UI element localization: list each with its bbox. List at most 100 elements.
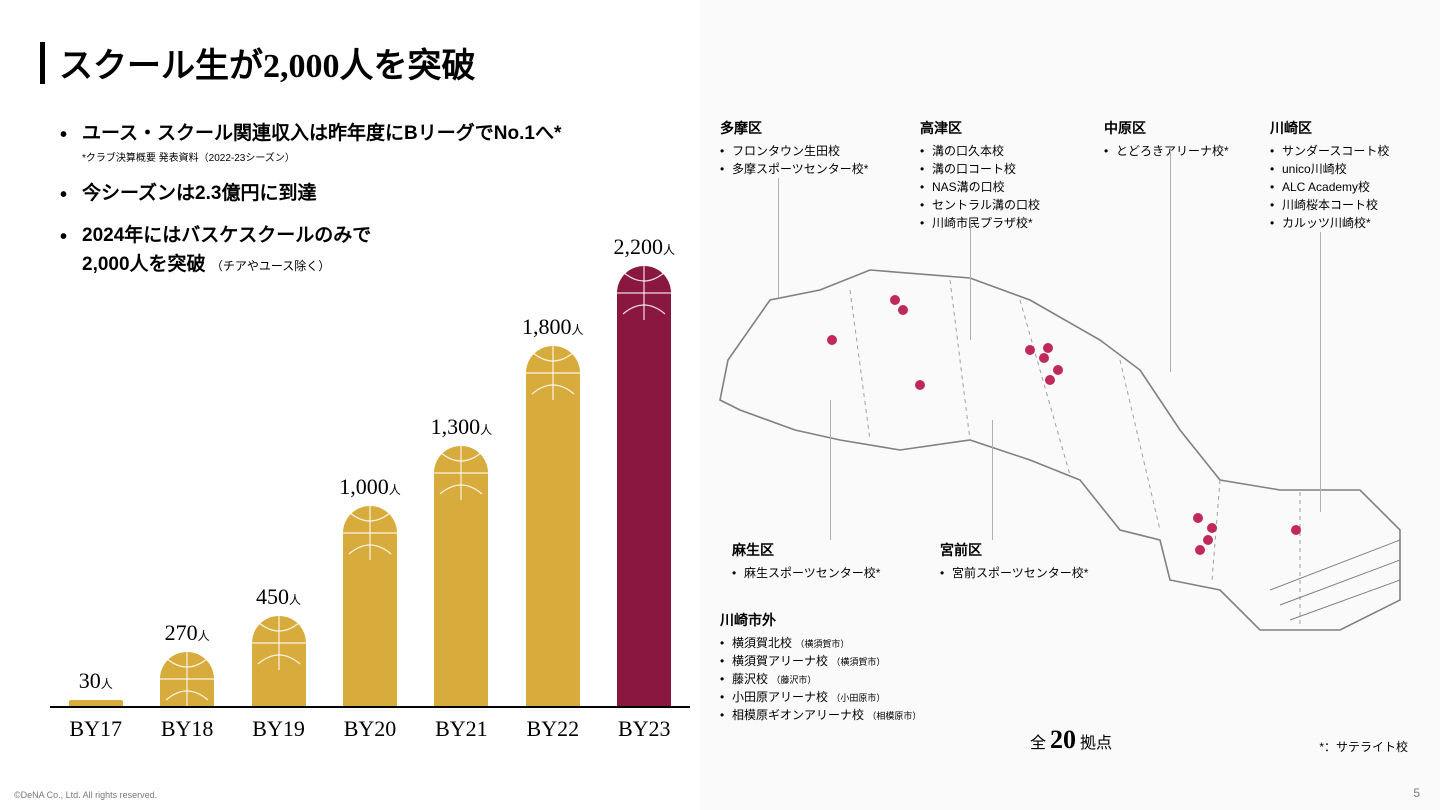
location-dot [1195, 545, 1205, 555]
callout-item: 麻生スポーツセンター校* [732, 564, 880, 582]
location-dot [898, 305, 908, 315]
callout-miyamae: 宮前区宮前スポーツセンター校* [940, 540, 1088, 582]
callout-item: フロンタウン生田校 [720, 142, 868, 160]
bullet-3-line1: 2024年にはバスケスクールのみで [82, 225, 371, 246]
bullet-2: 今シーズンは2.3億円に到達 [60, 180, 561, 209]
bar-BY23: 2,200人 [604, 234, 684, 706]
callout-list: 横須賀北校 （横須賀市）横須賀アリーナ校 （横須賀市）藤沢校 （藤沢市）小田原ア… [720, 634, 921, 724]
callout-title: 中原区 [1104, 118, 1229, 138]
callout-item: 多摩スポーツセンター校* [720, 160, 868, 178]
callout-item: 溝の口コート校 [920, 160, 1040, 178]
x-label: BY19 [239, 716, 319, 750]
bar-value: 30人 [79, 668, 113, 694]
callout-list: 宮前スポーツセンター校* [940, 564, 1088, 582]
basketball-seam-icon [252, 616, 306, 670]
callout-item: 川崎市民プラザ校* [920, 214, 1040, 232]
callout-item: unico川崎校 [1270, 160, 1389, 178]
callout-item: 横須賀アリーナ校 （横須賀市） [720, 652, 921, 670]
callout-kawasaki: 川崎区サンダースコート校unico川崎校ALC Academy校川崎桜本コート校… [1270, 118, 1389, 232]
callout-title: 麻生区 [732, 540, 880, 560]
callout-item: 藤沢校 （藤沢市） [720, 670, 921, 688]
callout-item: サンダースコート校 [1270, 142, 1389, 160]
callout-list: サンダースコート校unico川崎校ALC Academy校川崎桜本コート校カルッ… [1270, 142, 1389, 232]
callout-title: 高津区 [920, 118, 1040, 138]
page-title: スクール生が2,000人を突破 [40, 38, 476, 87]
bar-shape [252, 616, 306, 706]
x-label: BY18 [147, 716, 227, 750]
x-label: BY17 [56, 716, 136, 750]
callout-takatsu: 高津区溝の口久本校溝の口コート校NAS溝の口校セントラル溝の口校川崎市民プラザ校… [920, 118, 1040, 232]
total-suffix: 拠点 [1080, 735, 1112, 752]
total-number: 20 [1050, 725, 1076, 754]
leader-takatsu [970, 220, 971, 340]
callout-item: 横須賀北校 （横須賀市） [720, 634, 921, 652]
bar-BY18: 270人 [147, 620, 227, 706]
callout-outside: 川崎市外横須賀北校 （横須賀市）横須賀アリーナ校 （横須賀市）藤沢校 （藤沢市）… [720, 610, 921, 724]
basketball-seam-icon [617, 266, 671, 320]
callout-item: 宮前スポーツセンター校* [940, 564, 1088, 582]
bar-shape [617, 266, 671, 706]
location-dot [1291, 525, 1301, 535]
bullet-1-footnote: *クラブ決算概要 発表資料（2022-23シーズン） [82, 151, 561, 166]
bar-BY22: 1,800人 [513, 314, 593, 706]
x-label: BY22 [513, 716, 593, 750]
map-port-detail [1270, 540, 1400, 620]
basketball-seam-icon [434, 446, 488, 500]
leader-miyamae [992, 420, 993, 540]
callout-item: セントラル溝の口校 [920, 196, 1040, 214]
bar-shape [69, 700, 123, 706]
bar-shape [343, 506, 397, 706]
bar-value: 450人 [256, 584, 301, 610]
callout-item: 川崎桜本コート校 [1270, 196, 1389, 214]
x-label: BY21 [421, 716, 501, 750]
leader-asao [830, 400, 831, 540]
location-dot [1025, 345, 1035, 355]
callout-title: 川崎区 [1270, 118, 1389, 138]
bar-BY17: 30人 [56, 668, 136, 706]
bullet-2-text: 今シーズンは2.3億円に到達 [82, 183, 316, 204]
location-dot [1193, 513, 1203, 523]
basketball-seam-icon [343, 506, 397, 560]
location-dot [1039, 353, 1049, 363]
callout-list: フロンタウン生田校多摩スポーツセンター校* [720, 142, 868, 178]
bar-value: 1,300人 [431, 414, 493, 440]
bar-BY19: 450人 [239, 584, 319, 706]
location-dot [1207, 523, 1217, 533]
callout-item: ALC Academy校 [1270, 178, 1389, 196]
copyright: ©DeNA Co., Ltd. All rights reserved. [14, 790, 157, 800]
bullet-1-text: ユース・スクール関連収入は昨年度にBリーグでNo.1へ* [82, 123, 561, 144]
callout-item: とどろきアリーナ校* [1104, 142, 1229, 160]
location-dot [1045, 375, 1055, 385]
bar-value: 1,800人 [522, 314, 584, 340]
leader-tama [778, 178, 779, 298]
map-svg [700, 230, 1420, 670]
callout-item: 相模原ギオンアリーナ校 （相模原市） [720, 706, 921, 724]
callout-item: NAS溝の口校 [920, 178, 1040, 196]
callout-item: カルッツ川崎校* [1270, 214, 1389, 232]
bar-BY21: 1,300人 [421, 414, 501, 706]
bar-shape [434, 446, 488, 706]
title-text: スクール生が2,000人を突破 [59, 38, 476, 87]
x-label: BY20 [330, 716, 410, 750]
callout-list: 麻生スポーツセンター校* [732, 564, 880, 582]
bullet-1: ユース・スクール関連収入は昨年度にBリーグでNo.1へ* *クラブ決算概要 発表… [60, 120, 561, 166]
satellite-footnote: *：サテライト校 [1319, 738, 1408, 755]
bar-value: 1,000人 [339, 474, 401, 500]
bar-shape [526, 346, 580, 706]
chart-bars-container: 30人 270人 450人 1,000人 1,300人 1,800人 [50, 266, 690, 706]
title-accent-bar [40, 42, 45, 84]
callout-list: とどろきアリーナ校* [1104, 142, 1229, 160]
leader-kawasaki [1320, 232, 1321, 512]
x-label: BY23 [604, 716, 684, 750]
page-number: 5 [1413, 786, 1420, 800]
location-dot [915, 380, 925, 390]
callout-item: 溝の口久本校 [920, 142, 1040, 160]
location-dot [827, 335, 837, 345]
callout-nakahara: 中原区とどろきアリーナ校* [1104, 118, 1229, 160]
enrollment-bar-chart: 30人 270人 450人 1,000人 1,300人 1,800人 [50, 250, 690, 750]
chart-plot-area: 30人 270人 450人 1,000人 1,300人 1,800人 [50, 250, 690, 708]
basketball-seam-icon [526, 346, 580, 400]
location-dot [1053, 365, 1063, 375]
callout-title: 川崎市外 [720, 610, 921, 630]
bar-shape [160, 652, 214, 706]
